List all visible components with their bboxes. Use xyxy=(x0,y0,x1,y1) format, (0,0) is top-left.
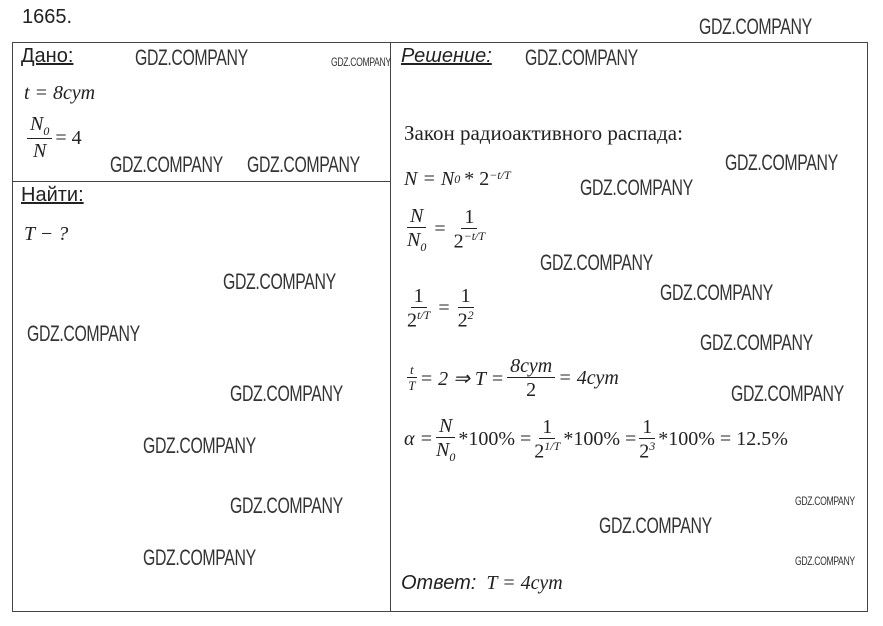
watermark: GDZ.COMPANY xyxy=(135,45,248,70)
watermark: GDZ.COMPANY xyxy=(731,381,844,406)
watermark: GDZ.COMPANY xyxy=(795,554,855,568)
decay-law-label: Закон радиоактивного распада: xyxy=(404,121,683,145)
watermark: GDZ.COMPANY xyxy=(660,280,773,305)
solution-frame xyxy=(12,42,868,612)
watermark: GDZ.COMPANY xyxy=(795,494,855,508)
watermark: GDZ.COMPANY xyxy=(27,321,140,346)
column-divider xyxy=(390,42,391,612)
watermark: GDZ.COMPANY xyxy=(110,152,223,177)
find-heading: Найти: xyxy=(21,184,84,206)
watermark: GDZ.COMPANY xyxy=(143,545,256,570)
given-heading: Дано: xyxy=(21,45,74,67)
watermark: GDZ.COMPANY xyxy=(230,381,343,406)
watermark: GDZ.COMPANY xyxy=(143,433,256,458)
watermark: GDZ.COMPANY xyxy=(725,150,838,175)
watermark: GDZ.COMPANY xyxy=(580,175,693,200)
given-ratio: N0 N = 4 xyxy=(24,113,82,163)
given-find-divider xyxy=(12,181,390,182)
watermark: GDZ.COMPANY xyxy=(699,14,812,39)
equation-2: N N0 = 1 2−t/T xyxy=(407,205,486,254)
problem-number: 1665. xyxy=(22,6,73,28)
watermark: GDZ.COMPANY xyxy=(599,513,712,538)
equation-1: N = N 0 * 2 −t/T xyxy=(404,168,511,190)
watermark: GDZ.COMPANY xyxy=(700,330,813,355)
watermark: GDZ.COMPANY xyxy=(223,269,336,294)
equation-5: α = N N0 *100% = 1 21/T *100% = 1 23 *100% … xyxy=(404,415,788,464)
equation-3: 1 2t/T = 1 22 xyxy=(407,285,474,332)
watermark: GDZ.COMPANY xyxy=(331,55,391,69)
watermark: GDZ.COMPANY xyxy=(540,250,653,275)
answer: Ответ: T = 4сут xyxy=(401,572,563,594)
watermark: GDZ.COMPANY xyxy=(525,45,638,70)
watermark: GDZ.COMPANY xyxy=(230,493,343,518)
find-item: T − ? xyxy=(24,223,69,245)
solution-heading: Решение: xyxy=(401,45,492,67)
given-time: t = 8сут xyxy=(24,82,96,104)
watermark: GDZ.COMPANY xyxy=(247,152,360,177)
